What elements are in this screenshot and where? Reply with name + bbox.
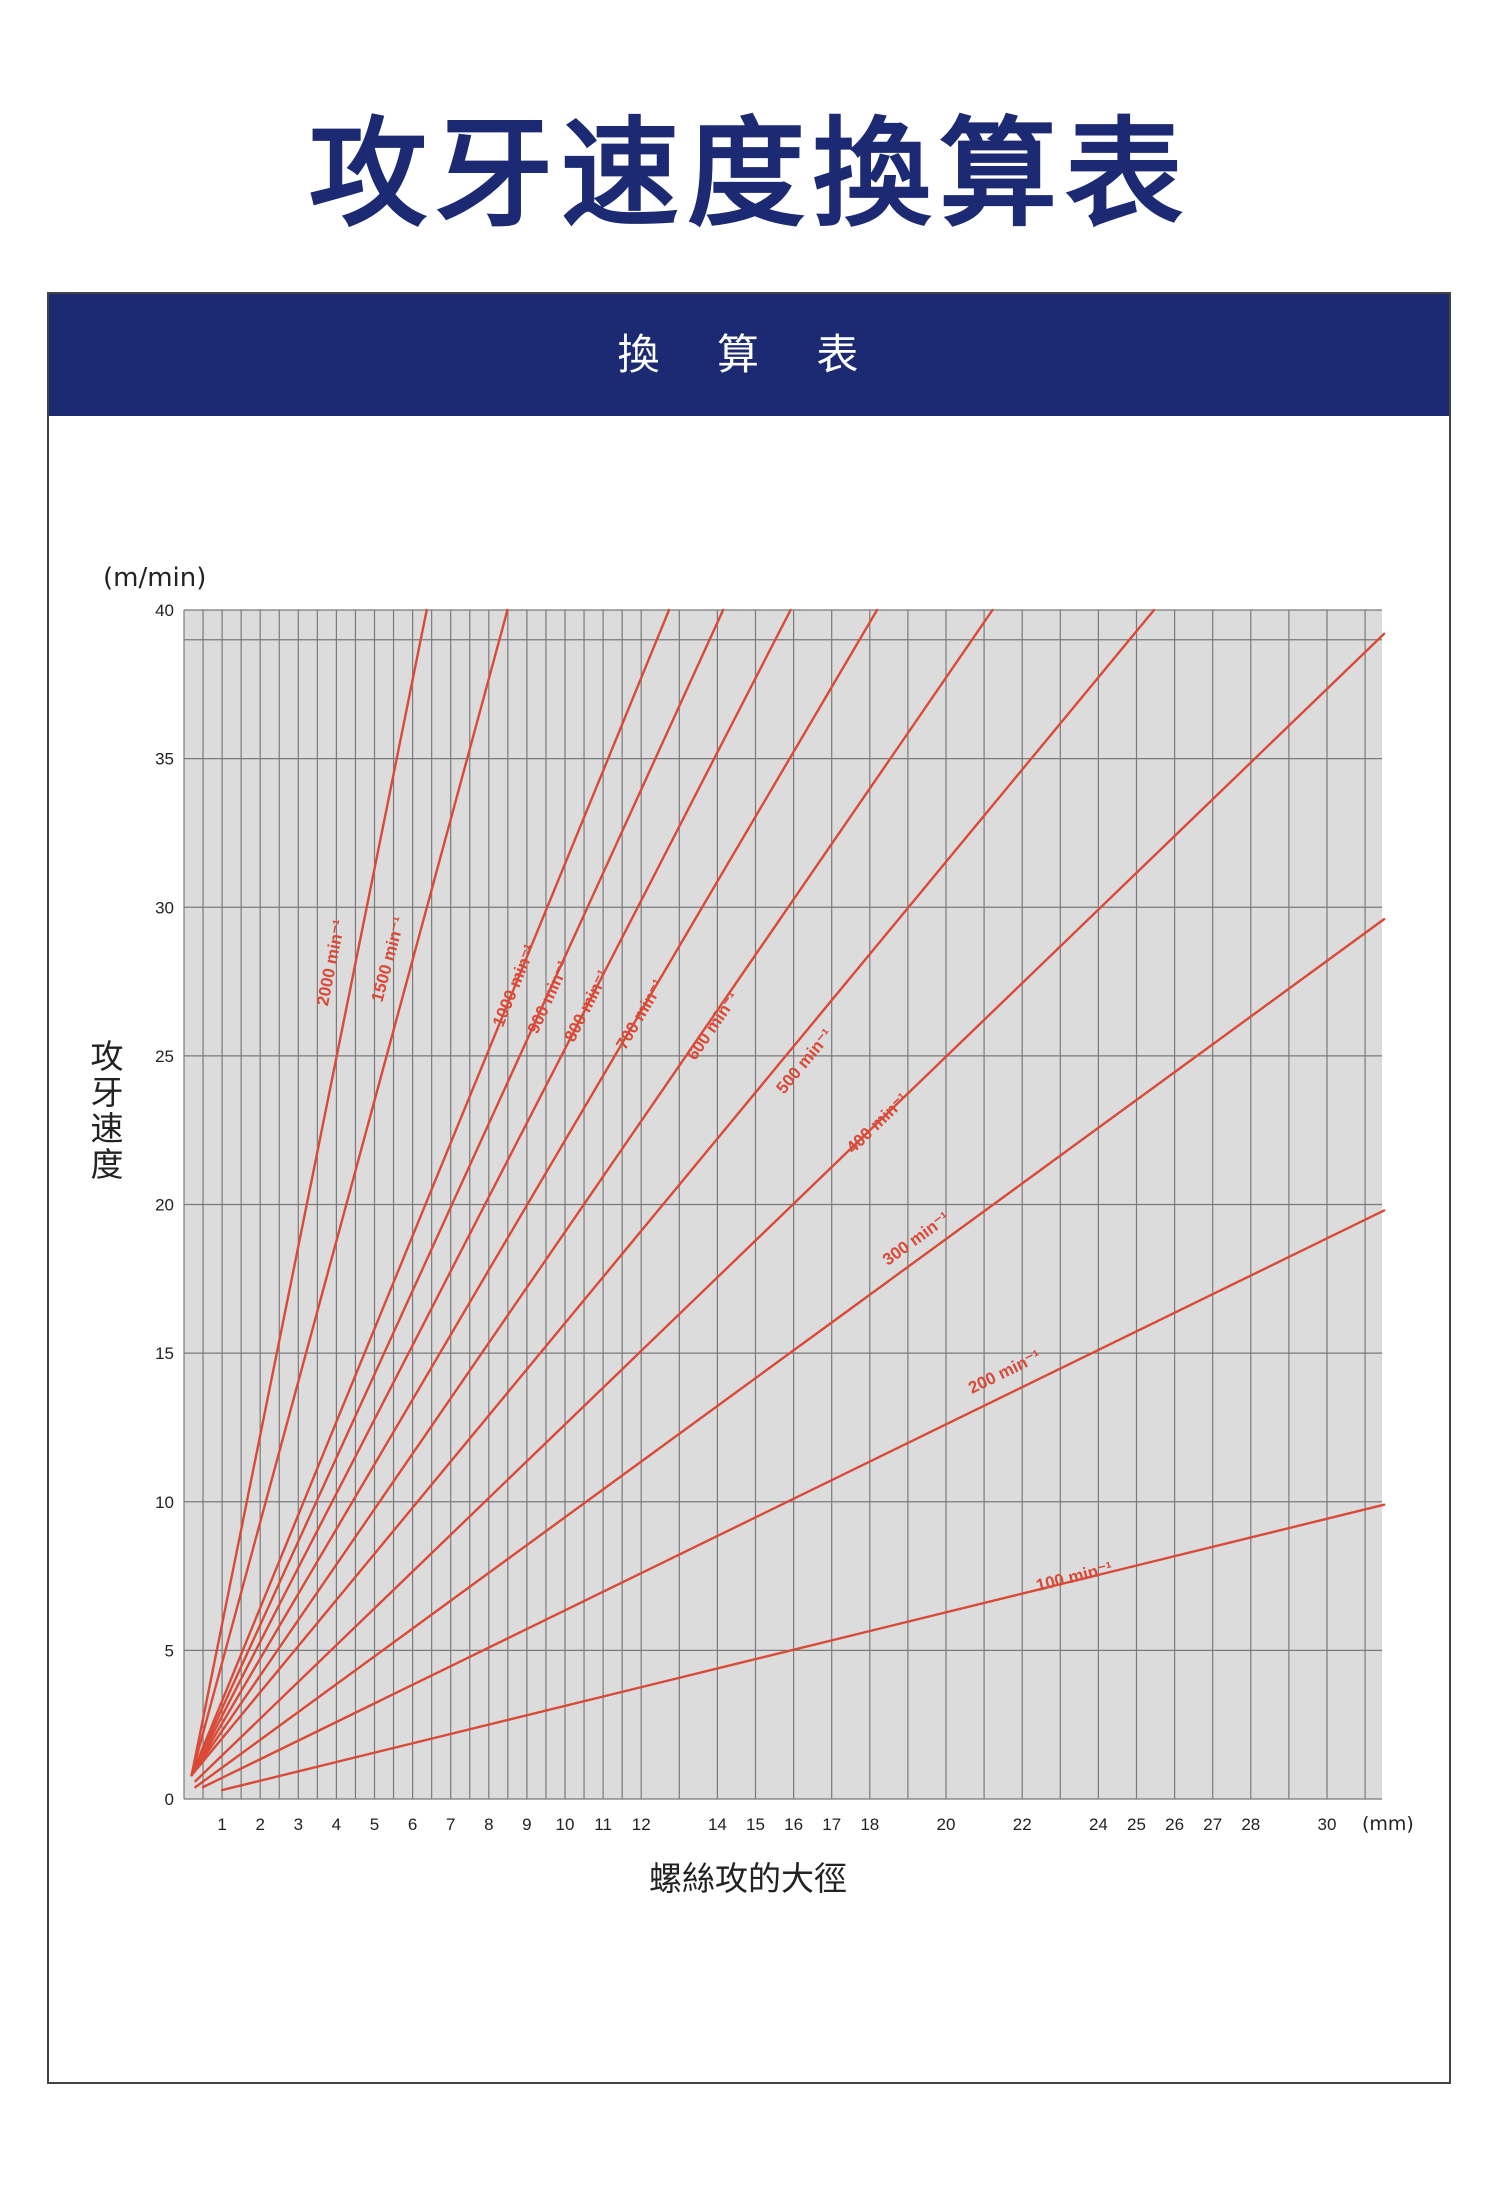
y-tick-label: 0: [165, 1790, 174, 1809]
x-tick-label: 22: [1013, 1815, 1032, 1834]
x-tick-label: 17: [822, 1815, 841, 1834]
y-axis-label-char: 牙: [91, 1073, 124, 1112]
y-tick-label: 15: [155, 1344, 174, 1363]
series-line: [190, 608, 428, 1777]
series-lines: [190, 608, 1386, 1792]
x-tick-labels: 1 2 3 4 5 6 7 8 9 10 11 12 14 15 16 17 18 20 22 24 25 26 27 28 3…: [217, 1815, 1336, 1834]
x-tick-label: 3: [294, 1815, 303, 1834]
x-tick-label: 15: [746, 1815, 765, 1834]
panel-header: 換 算 表: [49, 294, 1449, 416]
series-line: [190, 608, 879, 1777]
y-axis-unit: (m/min): [103, 563, 206, 593]
x-tick-label: 5: [370, 1815, 379, 1834]
x-tick-label: 27: [1203, 1815, 1222, 1834]
y-tick-label: 5: [165, 1641, 174, 1660]
series-line: [190, 608, 792, 1777]
x-tick-label: 24: [1089, 1815, 1108, 1834]
y-axis-label-char: 攻: [91, 1037, 124, 1076]
y-tick-label: 40: [155, 601, 174, 620]
x-tick-label: 26: [1165, 1815, 1184, 1834]
y-tick-label: 20: [155, 1196, 174, 1215]
x-tick-label: 7: [446, 1815, 455, 1834]
series-line: [190, 608, 509, 1777]
x-tick-label: 28: [1241, 1815, 1260, 1834]
x-tick-label: 9: [522, 1815, 531, 1834]
x-tick-label: 16: [784, 1815, 803, 1834]
page-title: 攻牙速度換算表: [308, 105, 1191, 243]
series-line: [220, 1503, 1386, 1792]
x-tick-label: 30: [1318, 1815, 1337, 1834]
y-axis-label-char: 度: [91, 1145, 124, 1184]
y-axis-label: 攻牙速度: [91, 1037, 124, 1184]
x-tick-label: 11: [594, 1815, 612, 1834]
series-line: [194, 632, 1386, 1783]
series-line: [190, 608, 1156, 1777]
x-tick-label: 6: [408, 1815, 417, 1834]
series-line: [194, 917, 1386, 1789]
series-line: [201, 1209, 1386, 1789]
x-tick-label: 8: [484, 1815, 493, 1834]
series-line: [190, 608, 725, 1777]
x-tick-label: 2: [255, 1815, 264, 1834]
series-line: [190, 608, 994, 1777]
series-line: [190, 608, 671, 1777]
x-tick-label: 18: [860, 1815, 879, 1834]
x-tick-label: 25: [1127, 1815, 1146, 1834]
grid-lines: [183, 609, 1382, 1800]
y-axis-label-char: 速: [91, 1109, 124, 1148]
x-tick-label: 14: [708, 1815, 727, 1834]
y-tick-label: 25: [155, 1047, 174, 1066]
x-axis-unit: (mm): [1362, 1813, 1414, 1835]
y-tick-label: 30: [155, 898, 174, 917]
x-tick-label: 4: [332, 1815, 341, 1834]
x-tick-label: 1: [217, 1815, 226, 1834]
y-tick-labels: 0 5 10 15 20 25 30 35 40: [155, 601, 174, 1809]
x-tick-label: 10: [556, 1815, 575, 1834]
x-axis-label: 螺絲攻的大徑: [649, 1859, 847, 1898]
y-tick-label: 35: [155, 750, 174, 769]
x-tick-label: 12: [632, 1815, 651, 1834]
x-tick-label: 20: [937, 1815, 956, 1834]
y-tick-label: 10: [155, 1493, 174, 1512]
